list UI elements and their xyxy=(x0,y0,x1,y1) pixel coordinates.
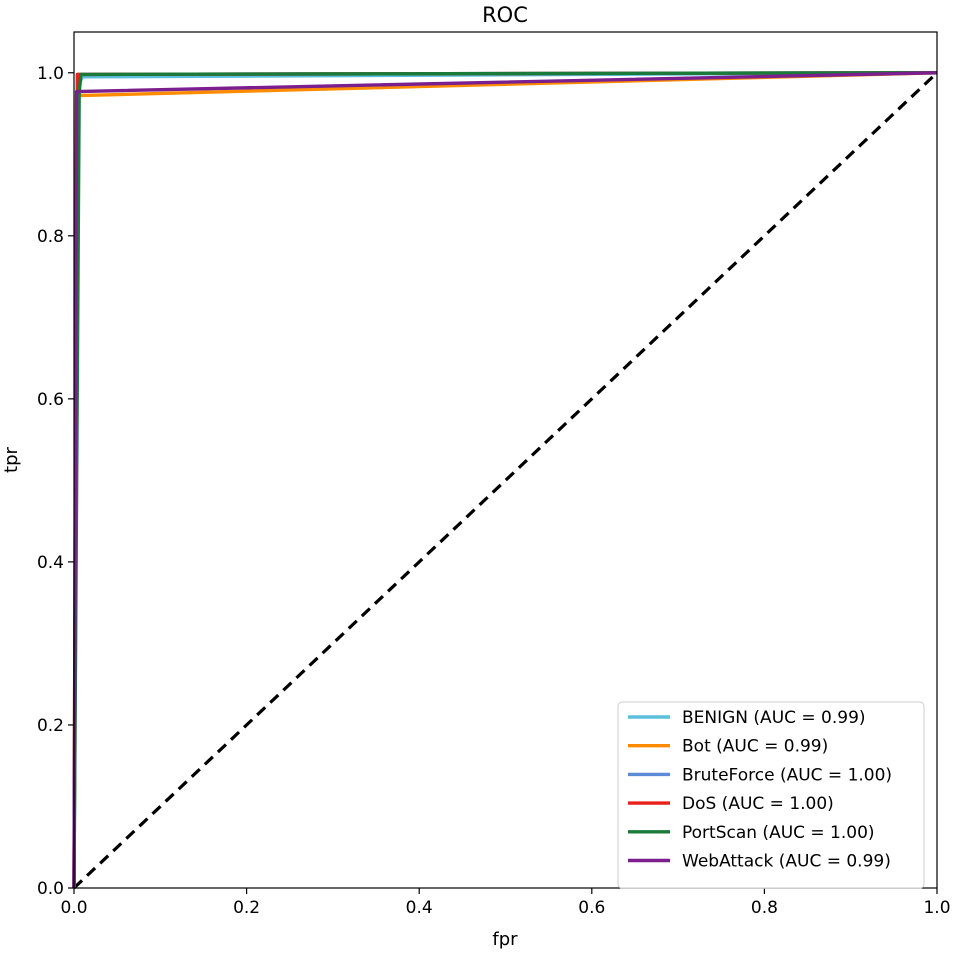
legend-box xyxy=(617,701,925,889)
y-tick-label: 0.4 xyxy=(37,553,64,573)
legend-label: Bot (AUC = 0.99) xyxy=(682,737,828,757)
x-tick-label: 0.6 xyxy=(578,898,605,918)
y-tick-label: 0.6 xyxy=(37,390,64,410)
x-tick-label: 0.0 xyxy=(60,898,87,918)
y-axis: 0.0 0.2 0.4 0.6 0.8 1.0 xyxy=(37,64,74,899)
x-axis: 0.0 0.2 0.4 0.6 0.8 1.0 xyxy=(60,888,951,918)
legend-label: PortScan (AUC = 1.00) xyxy=(682,823,875,843)
y-tick-label: 0.2 xyxy=(37,716,64,736)
legend-label: BENIGN (AUC = 0.99) xyxy=(682,708,866,728)
y-tick-label: 0.8 xyxy=(37,227,64,247)
x-tick-label: 0.2 xyxy=(233,898,260,918)
y-tick-label: 0.0 xyxy=(37,879,64,899)
plot-area xyxy=(72,71,939,890)
x-tick-label: 0.8 xyxy=(751,898,778,918)
x-tick-label: 0.4 xyxy=(406,898,433,918)
x-axis-label: fpr xyxy=(492,929,518,950)
legend-label: DoS (AUC = 1.00) xyxy=(682,794,834,814)
x-tick-label: 1.0 xyxy=(923,898,950,918)
legend-label: BruteForce (AUC = 1.00) xyxy=(682,765,892,785)
series-line-5 xyxy=(72,71,938,889)
legend-label: WebAttack (AUC = 0.99) xyxy=(682,852,891,872)
chart-title: ROC xyxy=(482,3,528,27)
y-tick-label: 1.0 xyxy=(37,64,64,84)
plot-frame xyxy=(73,31,938,889)
legend: BENIGN (AUC = 0.99) Bot (AUC = 0.99) Brute… xyxy=(617,701,925,889)
y-axis-label: tpr xyxy=(1,446,22,472)
